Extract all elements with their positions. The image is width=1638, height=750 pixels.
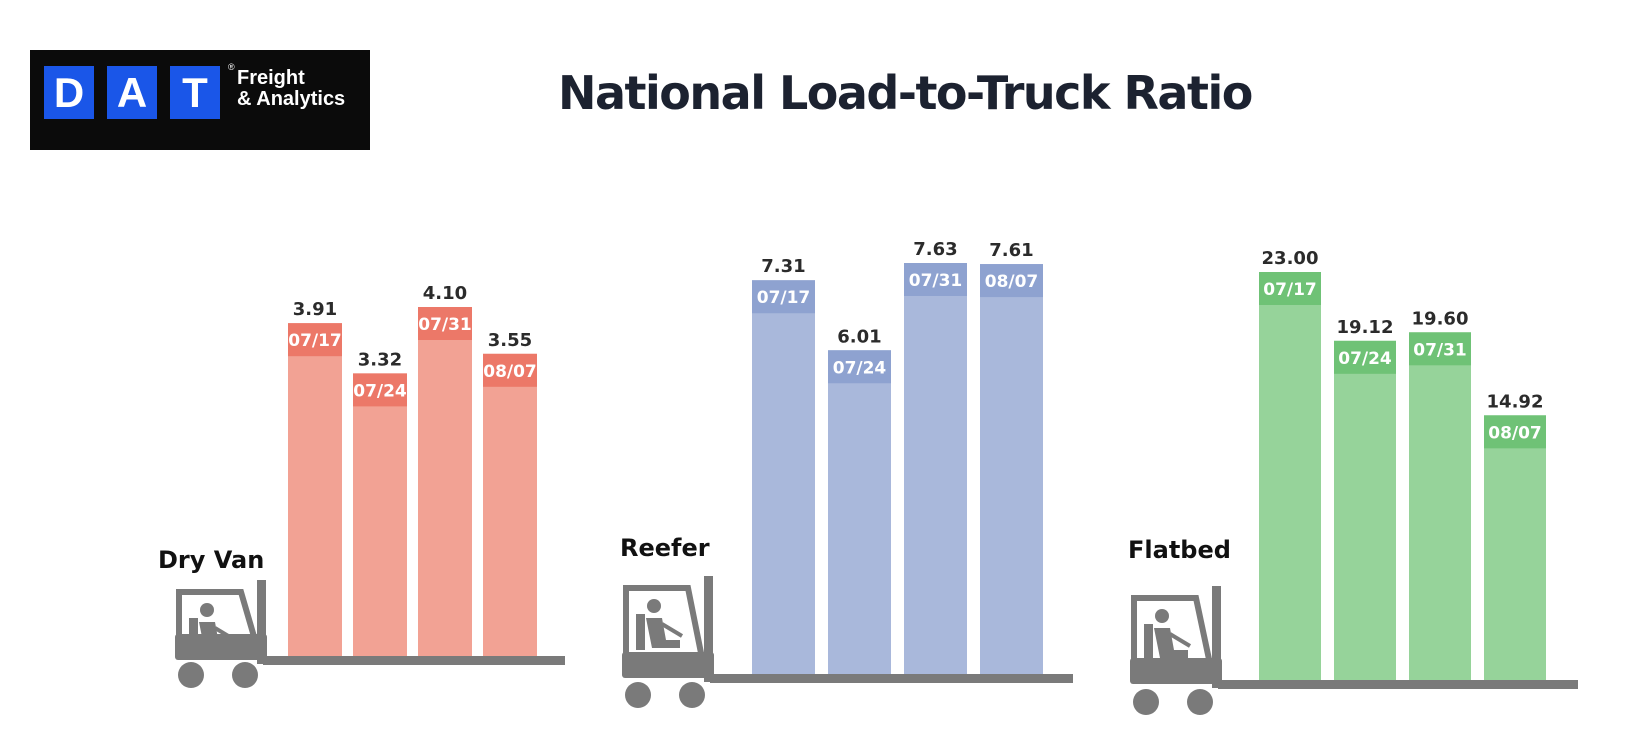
bar-value-label: 7.61 — [989, 240, 1033, 261]
forklift-steering — [1168, 632, 1192, 648]
bar-value-label: 7.63 — [913, 239, 957, 260]
forklift-body — [622, 652, 714, 678]
bar — [980, 264, 1043, 674]
forklift-mast — [1212, 586, 1221, 688]
bar-value-label: 23.00 — [1262, 248, 1319, 269]
forklift-seat — [636, 614, 645, 650]
logo-letter-t: T — [170, 66, 220, 119]
bar-label-band — [752, 280, 815, 314]
logo-tagline-line2: & Analytics — [237, 88, 346, 110]
forklift-driver-body — [199, 622, 233, 652]
chart-title: Flatbed — [1128, 536, 1231, 564]
bar-category-label: 07/24 — [833, 358, 887, 378]
forklift-driver-head — [200, 603, 214, 617]
forklift-body — [1130, 658, 1222, 684]
bar — [353, 373, 407, 656]
forklift-rear-wheel — [178, 662, 204, 688]
bar-value-label: 3.91 — [293, 299, 337, 320]
bar-label-band — [980, 264, 1043, 298]
forklift-steering — [213, 626, 237, 642]
forklift-driver-head — [647, 599, 661, 613]
forklift-mast — [257, 580, 266, 664]
bar-label-band — [483, 353, 537, 387]
bar — [1334, 340, 1396, 680]
bar-label-band — [353, 373, 407, 407]
bar-label-band — [288, 323, 342, 357]
bar — [288, 323, 342, 656]
forklift-front-wheel — [232, 662, 258, 688]
chart-dry-van: Dry Van 07/17 3.91 07/24 3.32 07/31 4.10 08/07 3… — [158, 283, 565, 688]
dat-logo: D A T ® Freight & Analytics — [30, 50, 370, 150]
forklift-driver-head — [1155, 609, 1169, 623]
bar-category-label: 07/17 — [1263, 280, 1317, 300]
bar-category-label: 07/31 — [909, 271, 963, 291]
forklift-driver-body — [646, 618, 680, 648]
bar-value-label: 14.92 — [1487, 391, 1544, 412]
bar — [828, 350, 891, 674]
bar-category-label: 08/07 — [1488, 423, 1542, 443]
forklift-seat — [1144, 624, 1153, 660]
bar-category-label: 07/24 — [1338, 349, 1392, 369]
logo-tagline: Freight & Analytics — [237, 68, 345, 110]
bar-label-band — [418, 307, 472, 340]
forklift-steering — [660, 622, 684, 638]
bar-label-band — [1334, 340, 1396, 374]
forklift-mast — [704, 576, 713, 682]
bar-value-label: 3.32 — [358, 349, 402, 370]
bar — [483, 353, 537, 656]
forklift-rear-wheel — [1133, 689, 1159, 715]
bar-value-label: 4.10 — [423, 283, 467, 304]
bar — [1259, 272, 1321, 680]
bar-value-label: 3.55 — [488, 330, 532, 351]
bar — [418, 307, 472, 656]
bar-category-label: 07/17 — [288, 331, 342, 351]
bar — [904, 263, 967, 674]
bar-label-band — [1409, 332, 1471, 366]
chart-title: Reefer — [620, 534, 710, 562]
forklift-driver-body — [1154, 628, 1188, 658]
bar-category-label: 08/07 — [483, 362, 537, 382]
chart-reefer: Reefer 07/17 7.31 07/24 6.01 07/31 7.63 08/07 7.… — [620, 239, 1073, 708]
bar-category-label: 07/24 — [353, 381, 407, 401]
bar-value-label: 19.12 — [1337, 317, 1394, 338]
bar-category-label: 08/07 — [985, 272, 1039, 292]
logo-letter-a: A — [107, 66, 157, 119]
forklift-forks — [710, 674, 1073, 683]
bar-value-label: 7.31 — [761, 256, 805, 277]
chart-title: Dry Van — [158, 546, 264, 574]
bar-label-band — [1259, 272, 1321, 305]
logo-tagline-line1: Freight — [237, 67, 305, 89]
forklift-front-wheel — [679, 682, 705, 708]
registered-mark: ® — [228, 62, 235, 72]
bar-category-label: 07/31 — [1413, 340, 1467, 360]
chart-flatbed: Flatbed 07/17 23.00 07/24 19.12 07/31 19.60 08/… — [1128, 248, 1578, 715]
forklift-seat — [189, 618, 198, 654]
bar-label-band — [1484, 415, 1546, 449]
bar-category-label: 07/31 — [418, 315, 472, 335]
forklift-forks — [1218, 680, 1578, 689]
bar-value-label: 6.01 — [837, 326, 881, 347]
bar-label-band — [904, 263, 967, 296]
bar-category-label: 07/17 — [757, 288, 811, 308]
bar-value-label: 19.60 — [1412, 308, 1469, 329]
bar — [1484, 415, 1546, 680]
bar-label-band — [828, 350, 891, 384]
forklift-rear-wheel — [625, 682, 651, 708]
page-title: National Load-to-Truck Ratio — [558, 66, 1253, 120]
bar — [1409, 332, 1471, 680]
forklift-forks — [263, 656, 565, 665]
bar — [752, 280, 815, 674]
forklift-front-wheel — [1187, 689, 1213, 715]
logo-letter-d: D — [44, 66, 94, 119]
